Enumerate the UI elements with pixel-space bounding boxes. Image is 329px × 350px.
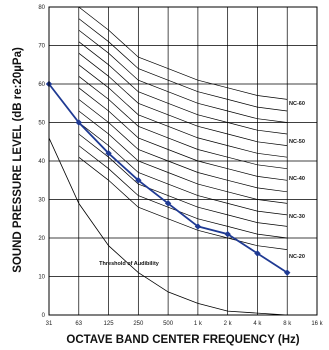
data-point — [164, 200, 172, 207]
nc-curves — [78, 6, 288, 250]
nc-curve-11 — [78, 133, 288, 227]
grid — [49, 7, 317, 315]
x-tick-label: 2 k — [224, 321, 233, 327]
data-point — [135, 177, 142, 184]
nc-curve-4 — [78, 52, 288, 146]
nc-curve-2 — [78, 29, 288, 123]
x-tick-label: 250 — [133, 321, 144, 327]
y-tick-label: 60 — [38, 82, 45, 88]
x-axis-label: OCTAVE BAND CENTER FREQUENCY (Hz) — [66, 334, 299, 346]
nc-curve-0 — [78, 6, 288, 100]
nc-label-30: NC-30 — [289, 214, 305, 220]
y-tick-label: 0 — [42, 313, 46, 319]
nc-curve-12 — [78, 145, 288, 239]
nc-curve-6 — [78, 76, 288, 170]
x-tick-label: 125 — [104, 321, 115, 327]
x-tick-label: 16 k — [311, 321, 323, 327]
x-tick-label: 63 — [75, 321, 82, 327]
nc-curve-10 — [78, 122, 288, 216]
threshold-line — [48, 137, 288, 316]
nc-curve-7 — [78, 87, 288, 181]
nc-curve-8 — [78, 99, 288, 193]
threshold-label: Threshold of Audibility — [99, 261, 160, 267]
data-point — [254, 250, 261, 257]
data-series — [45, 80, 291, 276]
x-tick-label: 500 — [163, 321, 174, 327]
data-point — [284, 269, 291, 276]
x-tick-label: 4 k — [253, 321, 262, 327]
nc-curve-13 — [78, 156, 288, 250]
data-point — [224, 230, 231, 238]
plot-frame — [48, 6, 318, 316]
y-tick-label: 40 — [38, 159, 45, 165]
threshold-curve — [48, 137, 288, 316]
nc-label-40: NC-40 — [289, 176, 305, 182]
x-tick-label: 8 k — [283, 321, 292, 327]
nc-label-50: NC-50 — [289, 139, 305, 145]
tick-labels: 31 63 125 250 500 1 k 2 k 4 k 8 k 16 k 0 10 20 30 40 50… — [38, 5, 323, 327]
nc-curve-5 — [78, 64, 288, 158]
y-tick-label: 70 — [38, 44, 45, 50]
y-tick-label: 50 — [38, 121, 45, 127]
nc-curve-9 — [78, 110, 288, 204]
y-tick-label: 80 — [38, 5, 45, 11]
data-point — [75, 119, 82, 126]
x-tick-label: 1 k — [194, 321, 203, 327]
x-tick-label: 31 — [46, 321, 53, 327]
nc-label-60: NC-60 — [289, 101, 305, 107]
nc-curve-1 — [78, 18, 288, 112]
y-tick-label: 30 — [38, 198, 45, 204]
nc-label-20: NC-20 — [289, 254, 305, 260]
nc-curve-3 — [78, 41, 288, 135]
y-tick-label: 20 — [38, 236, 45, 242]
data-point — [194, 223, 202, 230]
y-tick-label: 10 — [38, 275, 45, 281]
data-point — [105, 150, 112, 157]
y-axis-label: SOUND PRESSURE LEVEL (dB re:20µPa) — [12, 47, 24, 273]
